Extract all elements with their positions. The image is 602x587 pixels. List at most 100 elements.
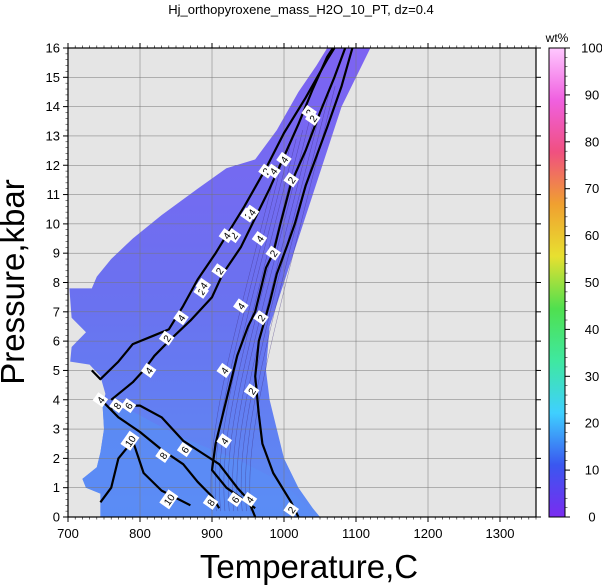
contour-label-bg [216,362,233,378]
y-tick-label: 12 [46,158,60,173]
minor-contour [236,112,316,512]
contour-label-bg [155,447,171,463]
y-tick-label: 14 [46,99,60,114]
y-tick-label: 2 [53,451,60,466]
contour-label-text: 2 [256,313,268,324]
contour-label-text: 2 [229,231,241,242]
contour-label-text: 8 [158,451,170,462]
contour-label-bg [227,491,243,507]
colorbar-tick-label: 80 [585,134,599,149]
colorbar-tick-label: 100 [581,41,602,56]
contour-label-text: 8 [112,401,124,412]
minor-contour [240,103,323,512]
contour-label-text: 2 [162,333,174,344]
contour-label-text: 4 [219,366,231,377]
contour-label-text: 8 [206,497,218,508]
contour-label-text: 2 [247,386,259,397]
contour-label: 4 [265,163,281,179]
y-tick-label: 4 [53,392,60,407]
x-tick-label: 900 [201,526,223,541]
x-tick-label: 1000 [270,526,299,541]
plot-area: 222222244444444444442222226668881010 [67,47,537,518]
colorbar-tick-label: 70 [585,181,599,196]
contour-label-text: 4 [247,207,259,218]
contour-label-bg [305,110,321,126]
contour-label-bg [216,433,233,449]
contour-label-text: 2 [196,286,208,297]
contour-label: 2 [158,330,175,346]
y-tick-label: 15 [46,70,60,85]
contour-label-bg [158,330,175,346]
colorbar-title: wt% [545,31,569,45]
y-tick-label: 0 [53,510,60,525]
contour-label-bg [202,494,219,510]
contour-label-bg [243,204,260,220]
contour-label-text: 2 [214,266,226,277]
x-tick-label: 700 [57,526,79,541]
contour-label: 8 [155,447,171,463]
colorbar-ticks: 0 10 20 30 40 50 60 70 80 90 100 [565,41,602,525]
contour-label-text: 2 [286,505,298,516]
contour-label-text: 4 [219,436,231,447]
contour-line-2 [91,47,336,381]
contour-label: 4 [216,362,233,378]
contour-label-bg [176,442,193,458]
contour-label: 2 [193,283,209,299]
contour-label: 4 [173,310,189,326]
minor-contour [232,121,310,512]
contour-label-bg [265,245,281,261]
contour-label: 4 [218,228,235,244]
contour-label: 2 [265,245,281,261]
contour-label-text: 4 [96,395,108,406]
contour-label-text: 4 [245,494,257,505]
contour-label-bg [241,491,258,507]
contour-label-bg [265,163,281,179]
colorbar-tick-label: 10 [585,463,599,478]
contour-label: 2 [283,502,299,518]
contour-line-4 [110,47,334,401]
contour-line-2b [254,47,354,518]
y-tick-label: 1 [53,480,60,495]
colorbar-tick-label: 60 [585,228,599,243]
contour-label-bg [283,172,299,188]
contour-label: 4 [243,204,260,220]
contour-label-text: 4 [268,166,280,177]
contour-label-text: 4 [222,231,234,242]
contour-label: 6 [227,491,243,507]
contour-label-text: 4 [144,366,156,377]
contour-label: 2 [305,110,321,126]
contour-label-bg [109,398,125,414]
y-tick-label: 9 [53,246,60,261]
contour-label-bg [140,362,157,378]
contour-label-bg [120,398,137,414]
contour-label: 10 [159,489,179,510]
contour-label-bg [253,310,269,326]
x-axis: 700 800 900 1000 1100 1200 1300 [57,43,537,541]
contour-label: 6 [120,398,137,414]
contour-label-bg [283,502,299,518]
contour-label-bg [92,392,109,408]
colorbar-tick-label: 40 [585,322,599,337]
contour-label-bg [195,277,212,293]
contour-label-bg [251,230,268,247]
contour-line-4b [210,47,347,510]
colorbar-tick-label: 50 [585,275,599,290]
contour-label-text: 4 [279,154,291,165]
x-tick-label: 1300 [486,526,515,541]
y-axis-label: Pressure,kbar [0,179,31,384]
contour-label: 4 [241,491,258,507]
y-tick-label: 16 [46,41,60,56]
contour-label-text: 4 [255,234,267,245]
x-tick-label: 1200 [414,526,443,541]
contour-line-8 [103,401,221,509]
y-tick-label: 6 [53,334,60,349]
contour-label: 6 [176,442,193,458]
contour-label-text: 4 [236,301,248,312]
y-tick-label: 5 [53,363,60,378]
colorbar-tick-label: 90 [585,87,599,102]
contour-label-text: 2 [308,113,320,124]
y-tick-label: 13 [46,128,60,143]
contour-label: 10 [120,430,140,451]
